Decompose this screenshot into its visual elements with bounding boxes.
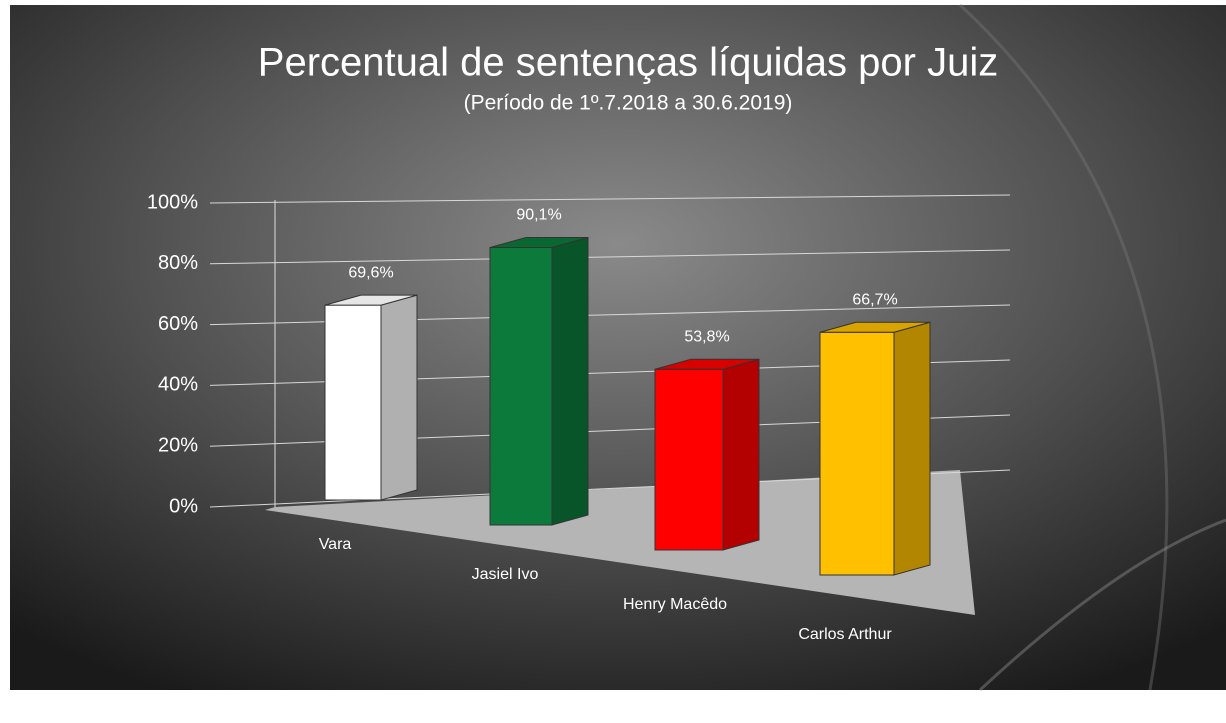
y-tick-label: 100% bbox=[147, 191, 198, 213]
x-tick-label: Carlos Arthur bbox=[798, 626, 892, 643]
floor bbox=[265, 470, 975, 615]
slide-background bbox=[10, 5, 1226, 690]
chart-title: Percentual de sentenças líquidas por Jui… bbox=[258, 41, 998, 85]
value-label: 69,6% bbox=[348, 264, 393, 281]
bar bbox=[489, 236, 589, 526]
grid-line bbox=[209, 194, 1011, 204]
bar-side bbox=[551, 236, 589, 526]
bar-top bbox=[324, 294, 418, 306]
bar-front bbox=[324, 304, 382, 501]
x-tick-label: Henry Macêdo bbox=[623, 596, 727, 613]
y-tick-label: 60% bbox=[158, 313, 198, 335]
y-tick-label: 0% bbox=[169, 495, 198, 517]
y-tick-label: 40% bbox=[158, 374, 198, 396]
chart-subtitle: (Período de 1º.7.2018 a 30.6.2019) bbox=[464, 92, 793, 115]
bar-front bbox=[819, 331, 895, 576]
bar-front bbox=[654, 368, 724, 551]
bar-front bbox=[489, 246, 553, 526]
bar-top bbox=[819, 321, 931, 333]
bar bbox=[324, 294, 418, 501]
grid-line bbox=[209, 249, 1011, 265]
value-label: 90,1% bbox=[516, 207, 561, 224]
y-tick-label: 20% bbox=[158, 434, 198, 456]
x-tick-label: Jasiel Ivo bbox=[472, 566, 539, 583]
y-tick-label: 80% bbox=[158, 252, 198, 274]
bar-side bbox=[722, 358, 760, 551]
bar-side bbox=[893, 321, 931, 576]
bar-side bbox=[380, 294, 418, 501]
decor-arc bbox=[978, 518, 1226, 692]
value-label: 66,7% bbox=[852, 291, 897, 308]
decor-arc bbox=[958, 3, 1169, 691]
x-tick-label: Vara bbox=[319, 536, 352, 553]
bar bbox=[819, 321, 931, 576]
value-label: 53,8% bbox=[684, 328, 729, 345]
bar-top bbox=[489, 236, 589, 248]
bar-top bbox=[654, 358, 760, 370]
bar bbox=[654, 358, 760, 551]
